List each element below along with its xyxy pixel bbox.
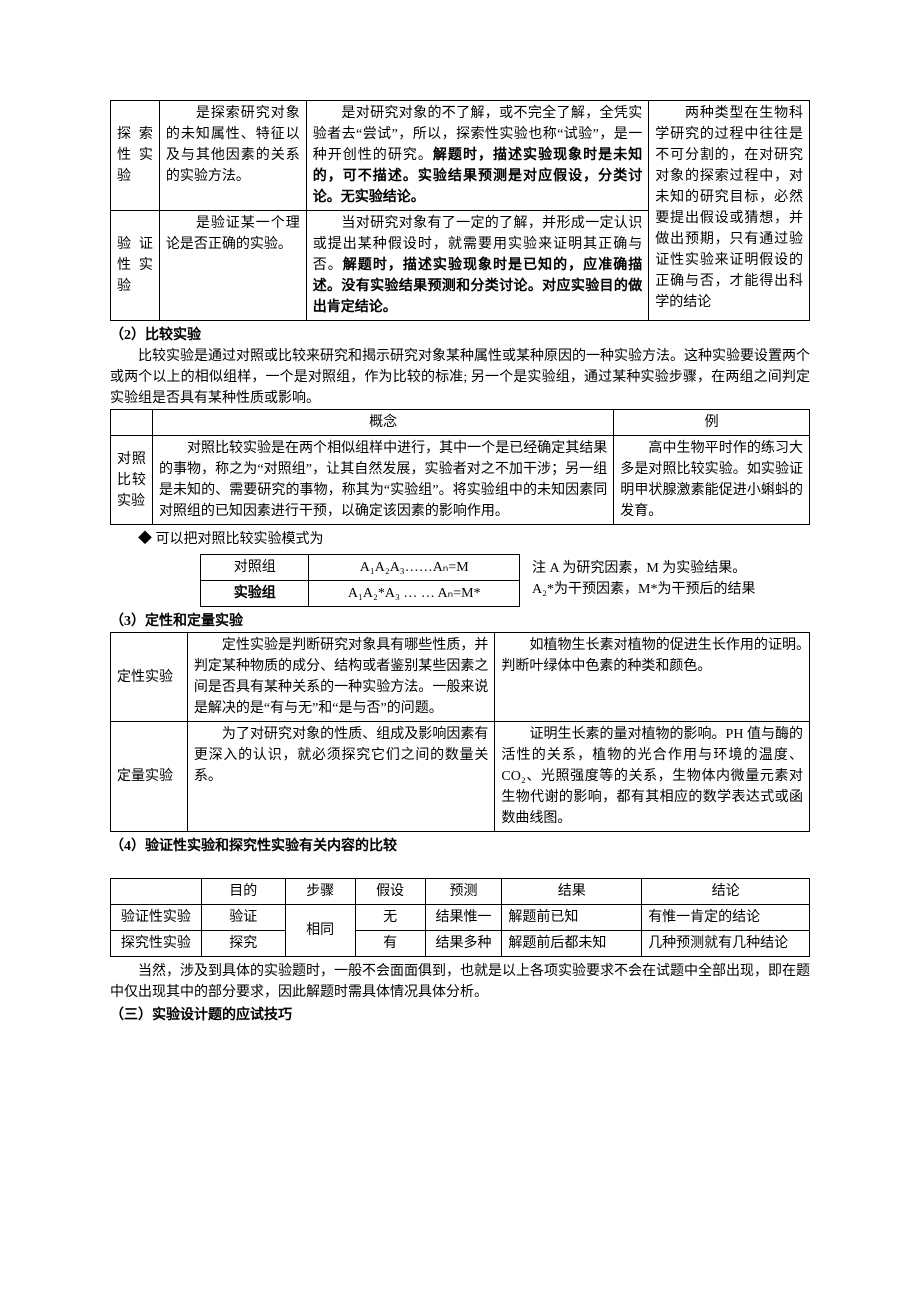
cell-text: 是对研究对象的不了解，或不完全了解，全凭实验者去“尝试”，所以，探索性实验也称“… (306, 101, 649, 211)
table-model: 对照组 A₁A₂A₃……Aₙ=M 实验组 A₁A₂*A₃ … … Aₙ=M* (200, 554, 520, 607)
section-heading: （3）定性和定量实验 (110, 611, 810, 632)
table-row: 概念 例 (111, 410, 810, 436)
cell-text: 证明生长素的量对植物的影响。PH 值与酶的活性的关系，植物的光合作用与环境的温度… (495, 722, 810, 832)
table-row: 对照比较实验 对照比较实验是在两个相似组样中进行，其中一个是已经确定其结果的事物… (111, 436, 810, 525)
col-header: 假设 (355, 879, 425, 905)
table-row: 探索性实验 是探索研究对象的未知属性、特征以及与其他因素的关系的实验方法。 是对… (111, 101, 810, 211)
paragraph: 当然，涉及到具体的实验题时，一般不会面面俱到，也就是以上各项实验要求不会在试题中… (110, 961, 810, 1003)
table-row: 定量实验 为了对研究对象的性质、组成及影响因素有更深入的认识，就必须探究它们之间… (111, 722, 810, 832)
cell-label: 定性实验 (111, 633, 188, 722)
cell-text: 探究性实验 (111, 931, 202, 957)
cell-text: 是探索研究对象的未知属性、特征以及与其他因素的关系的实验方法。 (159, 101, 306, 211)
note-line: A₂*为干预因素，M*为干预后的结果 (532, 582, 755, 597)
table-experiment-types: 探索性实验 是探索研究对象的未知属性、特征以及与其他因素的关系的实验方法。 是对… (110, 100, 810, 321)
cell-text: 无 (355, 905, 425, 931)
cell-label: 对照比较实验 (111, 436, 153, 525)
cell-text: 结果多种 (425, 931, 502, 957)
col-header: 结果 (502, 879, 642, 905)
cell-text: 两种类型在生物科学研究的过程中往往是不可分割的，在对研究对象的探索过程中，对未知… (649, 101, 810, 321)
document-page: 探索性实验 是探索研究对象的未知属性、特征以及与其他因素的关系的实验方法。 是对… (0, 0, 920, 1086)
section-heading: （三）实验设计题的应试技巧 (110, 1005, 810, 1026)
table-row: 实验组 A₁A₂*A₃ … … Aₙ=M* (201, 581, 520, 607)
cell-text: 结果惟一 (425, 905, 502, 931)
cell-text: 验证性实验 (111, 905, 202, 931)
cell-text: 对照比较实验是在两个相似组样中进行，其中一个是已经确定其结果的事物，称之为“对照… (152, 436, 613, 525)
heading-text: （2）比较实验 (110, 328, 201, 343)
bullet-text: 可以把对照比较实验模式为 (156, 532, 324, 547)
cell-text: 当对研究对象有了一定的了解，并形成一定认识或提出某种假设时，就需要用实验来证明其… (306, 211, 649, 321)
cell-text: 高中生物平时作的练习大多是对照比较实验。如实验证明甲状腺激素能促进小蝌蚪的发育。 (614, 436, 810, 525)
text-bold: 解题时，描述实验现象时是已知的，应准确描述。没有实验结果预测和分类讨论。对应实验… (313, 258, 643, 315)
cell-label: 定量实验 (111, 722, 188, 832)
cell-formula: A₁A₂A₃……Aₙ=M (309, 555, 520, 581)
heading-text: （4）验证性实验和探究性实验有关内容的比较 (110, 839, 397, 854)
cell-text: 如植物生长素对植物的促进生长作用的证明。 判断叶绿体中色素的种类和颜色。 (495, 633, 810, 722)
cell-text: 为了对研究对象的性质、组成及影响因素有更深入的认识，就必须探究它们之间的数量关系… (187, 722, 495, 832)
cell-text: 探究 (201, 931, 285, 957)
col-header (111, 879, 202, 905)
section-heading: （4）验证性实验和探究性实验有关内容的比较 (110, 836, 810, 857)
section-heading: （2）比较实验 (110, 325, 810, 346)
col-header: 预测 (425, 879, 502, 905)
cell-label: 对照组 (201, 555, 309, 581)
cell-label: 实验组 (201, 581, 309, 607)
heading-text: （三）实验设计题的应试技巧 (110, 1008, 292, 1023)
cell-text: 相同 (285, 905, 355, 957)
bullet-line: ◆ 可以把对照比较实验模式为 (138, 529, 810, 550)
model-note: 注 A 为研究因素，M 为实验结果。 A₂*为干预因素，M*为干预后的结果 (532, 558, 792, 600)
col-header: 概念 (152, 410, 613, 436)
cell-text: 有惟一肯定的结论 (642, 905, 810, 931)
table-qual-quant: 定性实验 定性实验是判断研究对象具有哪些性质，并判定某种物质的成分、结构或者鉴别… (110, 632, 810, 832)
col-header: 结论 (642, 879, 810, 905)
table-row: 定性实验 定性实验是判断研究对象具有哪些性质，并判定某种物质的成分、结构或者鉴别… (111, 633, 810, 722)
col-header: 例 (614, 410, 810, 436)
col-header: 步骤 (285, 879, 355, 905)
cell-text: 几种预测就有几种结论 (642, 931, 810, 957)
table-row: 探究性实验 探究 有 结果多种 解题前后都未知 几种预测就有几种结论 (111, 931, 810, 957)
cell-formula: A₁A₂*A₃ … … Aₙ=M* (309, 581, 520, 607)
model-block: 对照组 A₁A₂A₃……Aₙ=M 实验组 A₁A₂*A₃ … … Aₙ=M* 注… (110, 552, 810, 609)
paragraph: 比较实验是通过对照或比较来研究和揭示研究对象某种属性或某种原因的一种实验方法。这… (110, 346, 810, 409)
col-header: 目的 (201, 879, 285, 905)
cell-text: 是验证某一个理论是否正确的实验。 (159, 211, 306, 321)
bold-text: 实验组 (234, 586, 276, 601)
cell-text: 解题前已知 (502, 905, 642, 931)
cell-text: 有 (355, 931, 425, 957)
note-line: 注 A 为研究因素，M 为实验结果。 (532, 561, 746, 576)
table-compare-verify-explore: 目的 步骤 假设 预测 结果 结论 验证性实验 验证 相同 无 结果惟一 解题前… (110, 878, 810, 957)
cell-text: 验证 (201, 905, 285, 931)
cell-label: 探索性实验 (111, 101, 160, 211)
col-header-blank (111, 410, 153, 436)
table-row: 验证性实验 验证 相同 无 结果惟一 解题前已知 有惟一肯定的结论 (111, 905, 810, 931)
cell-text: 定性实验是判断研究对象具有哪些性质，并判定某种物质的成分、结构或者鉴别某些因素之… (187, 633, 495, 722)
cell-label: 验证性实验 (111, 211, 160, 321)
table-row: 目的 步骤 假设 预测 结果 结论 (111, 879, 810, 905)
heading-text: （3）定性和定量实验 (110, 614, 243, 629)
table-compare-experiment: 概念 例 对照比较实验 对照比较实验是在两个相似组样中进行，其中一个是已经确定其… (110, 409, 810, 525)
cell-text: 解题前后都未知 (502, 931, 642, 957)
table-row: 对照组 A₁A₂A₃……Aₙ=M (201, 555, 520, 581)
